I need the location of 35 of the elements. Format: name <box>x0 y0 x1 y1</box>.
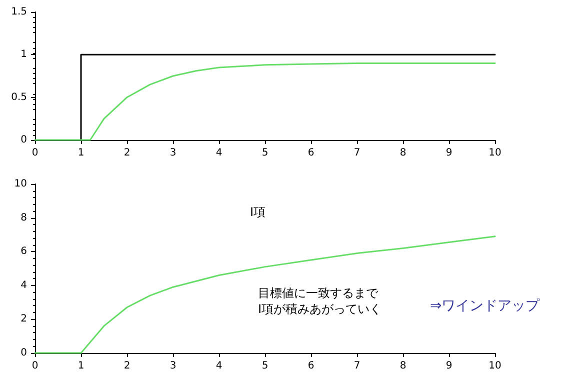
y-tick-label: 8 <box>20 212 27 224</box>
y-tick-label: 0 <box>20 348 27 358</box>
x-tick-label: 10 <box>488 360 502 372</box>
y-tick-label: 1 <box>20 49 27 60</box>
x-tick-label: 9 <box>446 148 452 158</box>
x-tick-label: 1 <box>78 360 84 372</box>
x-tick-label: 9 <box>446 360 452 372</box>
y-tick-label: 0 <box>20 134 27 146</box>
x-tick-label: 7 <box>354 148 360 158</box>
x-tick-label: 10 <box>488 148 502 158</box>
x-tick-label: 7 <box>354 360 360 372</box>
x-tick-label: 5 <box>262 360 268 372</box>
x-tick-label: 0 <box>32 360 38 372</box>
x-tick-label: 8 <box>400 148 406 158</box>
x-tick-label: 2 <box>124 148 130 158</box>
x-tick-label: 8 <box>400 360 406 372</box>
x-tick-label: 6 <box>308 360 314 372</box>
x-tick-label: 1 <box>78 148 84 158</box>
x-tick-label: 5 <box>262 148 268 158</box>
x-tick-label: 3 <box>170 148 176 158</box>
y-tick-label: 4 <box>20 280 27 291</box>
annotation: I項 <box>250 205 266 219</box>
x-tick-label: 0 <box>32 148 38 158</box>
y-tick-label: 1.5 <box>11 6 27 18</box>
y-tick-label: 0.5 <box>11 92 27 103</box>
annotation: ⇒ワインドアップ <box>430 298 541 314</box>
x-tick-label: 3 <box>170 360 176 372</box>
x-tick-label: 4 <box>216 360 222 372</box>
x-tick-label: 4 <box>216 148 222 158</box>
x-tick-label: 2 <box>124 360 130 372</box>
annotation: 目標値に一致するまで I項が積みあがっていく <box>258 286 382 316</box>
x-tick-label: 6 <box>308 148 314 158</box>
y-tick-label: 2 <box>20 314 27 325</box>
y-tick-label: 6 <box>20 246 27 258</box>
y-tick-label: 10 <box>14 178 27 190</box>
